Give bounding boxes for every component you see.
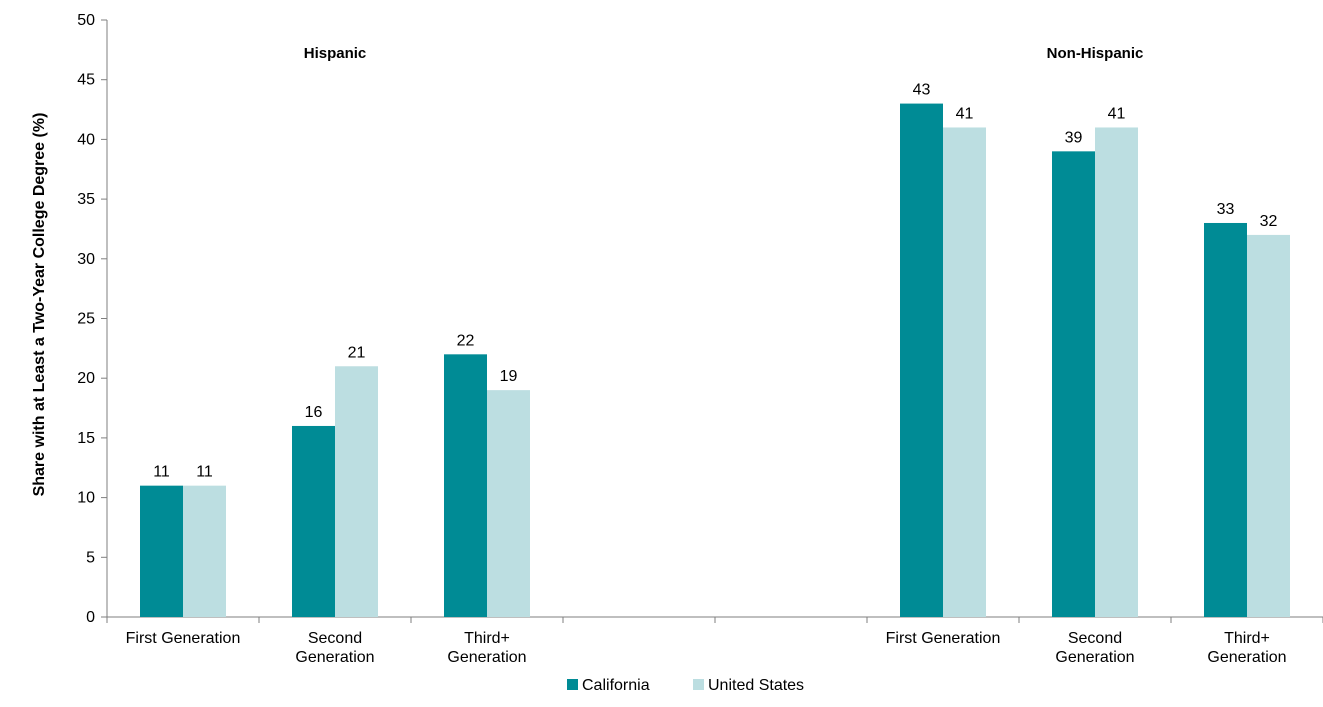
legend-united-states-swatch	[693, 679, 704, 690]
x-category-label: First Generation	[126, 630, 241, 647]
bar-california	[1052, 151, 1095, 617]
x-category-label-line: Second	[308, 630, 362, 647]
bar-california	[1204, 222, 1247, 618]
bar-california	[900, 103, 943, 617]
y-tick-label: 30	[77, 251, 95, 268]
x-category-label-line: Third+	[464, 630, 510, 647]
y-tick-label: 50	[77, 12, 95, 29]
x-category-label-line: Generation	[1207, 649, 1286, 666]
data-label: 11	[196, 464, 213, 481]
data-label: 32	[1260, 213, 1278, 230]
x-category-label: Third+ Generation	[1207, 630, 1286, 666]
legend-united-states-label: United States	[708, 677, 804, 694]
x-category-label-line: Generation	[447, 649, 526, 666]
x-category-label-line: Second	[1068, 630, 1122, 647]
x-category-label: Third+ Generation	[447, 630, 526, 666]
data-label: 22	[457, 332, 475, 349]
data-label: 21	[348, 344, 366, 361]
legend-california-swatch	[567, 679, 578, 690]
y-tick-label: 40	[77, 131, 95, 148]
bar-california	[140, 485, 183, 617]
x-category-label: Second Generation	[295, 630, 374, 666]
x-category-label-line: Generation	[295, 649, 374, 666]
bar-united-states	[487, 390, 530, 617]
data-label: 16	[305, 404, 323, 421]
legend-california-label: California	[582, 677, 650, 694]
y-tick-label: 25	[77, 311, 95, 328]
group-label-non-hispanic: Non-Hispanic	[1047, 45, 1144, 62]
data-label: 39	[1065, 129, 1083, 146]
y-tick-label: 35	[77, 191, 95, 208]
data-label: 11	[153, 464, 170, 481]
y-axis-title: Share with at Least a Two-Year College D…	[31, 113, 48, 497]
bar-california	[292, 425, 335, 617]
x-category-label: First Generation	[886, 630, 1001, 647]
bar-united-states	[943, 127, 986, 618]
y-tick-label: 45	[77, 72, 95, 89]
y-tick-label: 0	[86, 609, 95, 626]
data-label: 33	[1217, 201, 1235, 218]
data-label: 43	[913, 82, 931, 99]
y-tick-label: 10	[77, 490, 95, 507]
bar-united-states	[1247, 234, 1290, 618]
x-category-label-line: First Generation	[126, 630, 241, 647]
x-category-label-line: Generation	[1055, 649, 1134, 666]
y-tick-label: 15	[77, 430, 95, 447]
x-category-label-line: First Generation	[886, 630, 1001, 647]
bar-united-states	[1095, 127, 1138, 618]
data-label: 19	[500, 368, 518, 385]
group-label-hispanic: Hispanic	[304, 45, 367, 62]
x-category-label: Second Generation	[1055, 630, 1134, 666]
x-category-label-line: Third+	[1224, 630, 1270, 647]
y-tick-label: 20	[77, 370, 95, 387]
y-tick-label: 5	[86, 549, 95, 566]
bar-united-states	[183, 485, 226, 617]
data-label: 41	[1108, 105, 1126, 122]
data-label: 41	[956, 105, 974, 122]
bar-united-states	[335, 366, 378, 617]
bar-california	[444, 354, 487, 617]
